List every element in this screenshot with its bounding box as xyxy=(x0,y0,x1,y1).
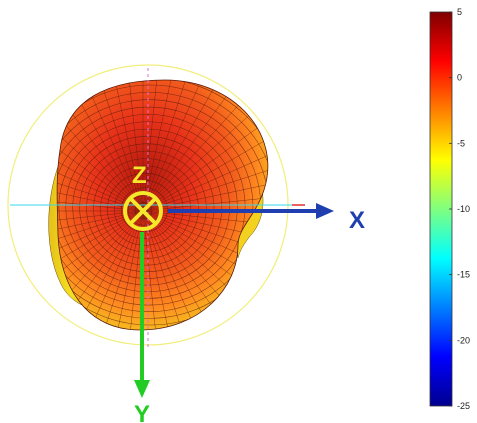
mesh-ring xyxy=(57,92,268,319)
mesh-spoke xyxy=(57,80,144,212)
mesh-spoke xyxy=(142,80,254,212)
x-axis-label: X xyxy=(349,207,365,234)
mesh-spoke xyxy=(142,210,254,330)
mesh-spoke xyxy=(142,210,167,330)
z-axis-symbol xyxy=(123,191,163,231)
mesh-spoke xyxy=(142,210,268,330)
mesh-spoke xyxy=(57,80,144,212)
colorbar-tick-label: -10 xyxy=(457,204,470,214)
mesh-spoke xyxy=(97,210,144,330)
mesh-ring xyxy=(57,84,268,326)
colorbar-ticks: 5 0 -5 -10 -15 -20 -25 xyxy=(449,7,470,411)
mesh-spoke xyxy=(57,121,144,212)
mesh-spoke xyxy=(142,80,167,212)
mesh-spoke xyxy=(142,80,268,212)
colorbar-tick-label: 5 xyxy=(457,7,462,17)
mesh-spoke xyxy=(142,165,268,212)
mesh-spoke xyxy=(57,210,144,322)
x-axis-arrow xyxy=(168,203,334,219)
mesh-ring xyxy=(93,158,199,259)
mesh-spoke xyxy=(142,100,268,212)
mesh-spoke xyxy=(142,210,268,330)
mesh-spoke xyxy=(57,187,144,212)
mesh-spoke xyxy=(142,187,268,212)
mesh-spoke xyxy=(57,210,144,330)
mesh-ring xyxy=(57,106,254,306)
mesh-spoke xyxy=(57,210,144,280)
z-axis-label: Z xyxy=(132,162,147,189)
mesh-spoke xyxy=(57,165,144,212)
mesh-spoke xyxy=(142,80,212,212)
colorbar-tick-label: -15 xyxy=(457,270,470,280)
mesh-spoke xyxy=(119,210,144,330)
mesh-spoke xyxy=(74,80,144,212)
mesh-ring xyxy=(120,187,168,233)
mesh-ring xyxy=(72,136,223,279)
mesh-spoke xyxy=(57,100,144,212)
mesh-spoke xyxy=(57,210,144,330)
mesh-spoke xyxy=(142,121,268,212)
mesh-spoke xyxy=(142,142,268,212)
colorbar-tick-label: 0 xyxy=(457,73,462,83)
mesh-ring xyxy=(79,143,215,273)
colorbar: 5 0 -5 -10 -15 -20 -25 xyxy=(429,7,470,411)
mesh-spoke xyxy=(142,210,212,330)
mesh-spoke xyxy=(74,210,144,330)
mesh-spoke xyxy=(57,80,144,212)
mesh-spoke xyxy=(57,142,144,212)
colorbar-tick-label: -20 xyxy=(457,335,470,345)
mesh-spoke xyxy=(57,210,144,330)
mesh-spoke xyxy=(119,80,144,212)
mesh-spoke xyxy=(142,80,268,212)
mesh-spoke xyxy=(142,80,268,212)
mesh-spoke xyxy=(142,80,189,212)
mesh-spoke xyxy=(57,80,144,212)
mesh-spoke xyxy=(57,210,144,257)
y-axis-label: Y xyxy=(134,401,150,423)
mesh-spoke xyxy=(57,81,144,212)
y-axis-arrow xyxy=(134,232,150,398)
mesh-spoke xyxy=(97,80,144,212)
mesh-spoke xyxy=(142,81,268,212)
mesh-ring xyxy=(86,150,207,266)
colorbar-gradient xyxy=(429,11,453,407)
colorbar-tick-label: -5 xyxy=(457,138,465,148)
mesh-spoke xyxy=(142,210,268,330)
mesh-ring xyxy=(100,165,192,253)
colorbar-tick-label: -25 xyxy=(457,401,470,411)
mesh-ring xyxy=(134,202,153,219)
mesh-spoke xyxy=(57,210,144,301)
mesh-spoke xyxy=(142,80,233,212)
mesh-spoke xyxy=(57,210,144,235)
mesh-spoke xyxy=(142,210,189,330)
mesh-spoke xyxy=(142,210,233,330)
mesh-ring xyxy=(57,114,246,299)
